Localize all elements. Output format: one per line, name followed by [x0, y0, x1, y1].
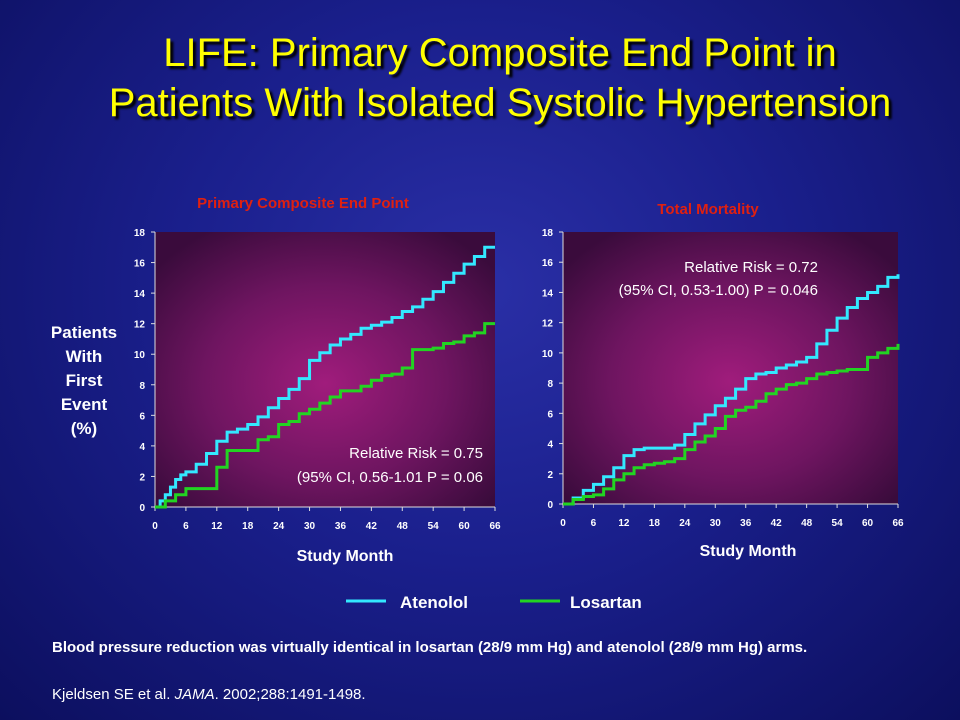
legend-label-losartan: Losartan — [570, 593, 642, 612]
chart2-x-tick-label: 48 — [801, 518, 813, 529]
chart2-x-tick-label: 36 — [740, 518, 752, 529]
chart2-x-tick-label: 42 — [771, 518, 783, 529]
chart2-plot-area — [563, 232, 898, 504]
chart2-series-atenolol — [563, 274, 900, 506]
chart2-x-tick-label: 60 — [862, 518, 874, 529]
chart1-x-tick-label: 30 — [304, 521, 316, 532]
footnote: Blood pressure reduction was virtually i… — [52, 639, 808, 656]
chart1-x-tick-label: 42 — [366, 521, 378, 532]
chart1-x-tick-label: 6 — [183, 521, 189, 532]
citation-authors: Kjeldsen SE et al. — [52, 686, 175, 703]
chart2-x-tick-label: 6 — [591, 518, 597, 529]
chart1-y-axis-label: Patients — [51, 323, 117, 342]
chart2-y-tick-label: 12 — [542, 319, 554, 330]
chart1-y-tick-label: 12 — [134, 320, 146, 331]
chart1-y-tick-label: 4 — [139, 442, 145, 453]
chart1-annotation: (95% CI, 0.56-1.01 P = 0.06 — [297, 469, 483, 486]
chart1-y-tick-label: 0 — [139, 503, 145, 514]
citation: Kjeldsen SE et al. JAMA. 2002;288:1491-1… — [52, 684, 366, 706]
chart2-x-tick-label: 24 — [679, 518, 691, 529]
chart2-x-tick-label: 54 — [832, 518, 844, 529]
chart2-x-axis-label: Study Month — [700, 543, 797, 560]
chart1-x-axis-label: Study Month — [297, 548, 394, 565]
chart1-x-tick-label: 0 — [152, 521, 158, 532]
chart1-y-axis-label: Event — [61, 395, 108, 414]
citation-journal: JAMA — [174, 686, 215, 703]
chart1-y-tick-label: 2 — [139, 472, 145, 483]
chart2-y-tick-label: 6 — [547, 409, 553, 420]
chart2-y-tick-label: 10 — [542, 349, 554, 360]
chart1-y-tick-label: 18 — [134, 228, 146, 239]
chart1-x-tick-label: 36 — [335, 521, 347, 532]
chart1-y-tick-label: 6 — [139, 411, 145, 422]
chart2-x-tick-label: 12 — [618, 518, 630, 529]
legend-label-atenolol: Atenolol — [400, 593, 468, 612]
citation-details: . 2002;288:1491-1498. — [214, 686, 366, 703]
chart2-y-tick-label: 4 — [547, 440, 553, 451]
slide-title: LIFE: Primary Composite End Point in Pat… — [40, 28, 960, 128]
chart1-title: Primary Composite End Point — [197, 195, 409, 212]
slide-title-line2: Patients With Isolated Systolic Hyperten… — [108, 81, 892, 125]
chart1-y-tick-label: 16 — [134, 259, 146, 270]
chart2-title: Total Mortality — [657, 201, 759, 218]
chart1-y-axis-label: With — [66, 347, 103, 366]
chart2-x-tick-label: 18 — [649, 518, 661, 529]
chart1-x-tick-label: 66 — [489, 521, 501, 532]
chart2-annotation: Relative Risk = 0.72 — [684, 259, 818, 276]
chart2-annotation: (95% CI, 0.53-1.00) P = 0.046 — [619, 282, 818, 299]
chart2-y-tick-label: 18 — [542, 228, 554, 239]
chart2-y-tick-label: 16 — [542, 258, 554, 269]
chart1-annotation: Relative Risk = 0.75 — [349, 445, 483, 462]
chart2-x-tick-label: 66 — [892, 518, 904, 529]
chart1-x-tick-label: 48 — [397, 521, 409, 532]
chart1-y-tick-label: 8 — [139, 381, 145, 392]
chart1-x-tick-label: 60 — [459, 521, 471, 532]
chart2-y-tick-label: 8 — [547, 379, 553, 390]
chart1-series-atenolol — [155, 245, 495, 509]
slide-title-line1: LIFE: Primary Composite End Point in — [163, 31, 837, 75]
chart1-y-tick-label: 10 — [134, 350, 146, 361]
chart2-series-losartan — [563, 343, 900, 506]
chart1-y-axis-label: First — [66, 371, 103, 390]
chart1-x-tick-label: 18 — [242, 521, 254, 532]
chart1-plot-area — [155, 232, 495, 507]
chart2-x-tick-label: 0 — [560, 518, 566, 529]
chart2-y-tick-label: 0 — [547, 500, 553, 511]
chart1-y-tick-label: 14 — [134, 289, 146, 300]
chart1-series-losartan — [155, 322, 495, 509]
chart1-x-tick-label: 12 — [211, 521, 223, 532]
chart2-y-tick-label: 2 — [547, 470, 553, 481]
chart1-y-axis-label: (%) — [71, 419, 97, 438]
chart2-y-tick-label: 14 — [542, 288, 554, 299]
chart1-x-tick-label: 54 — [428, 521, 440, 532]
chart1-x-tick-label: 24 — [273, 521, 285, 532]
chart2-x-tick-label: 30 — [710, 518, 722, 529]
